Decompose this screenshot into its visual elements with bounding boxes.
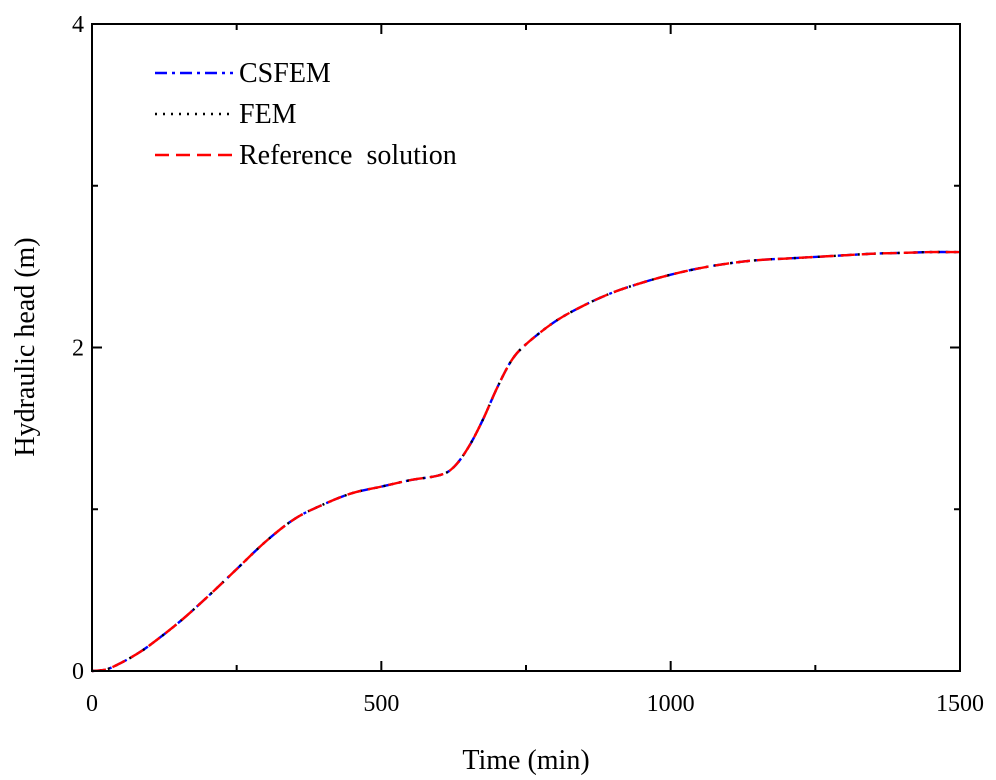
x-tick-label: 1000 [647, 691, 695, 717]
legend-item-0: CSFEM [155, 58, 331, 89]
x-axis-label: Time (min) [462, 745, 589, 776]
legend-label: Reference solution [239, 140, 457, 171]
series-line-0 [91, 250, 961, 673]
series-line-1 [91, 250, 961, 673]
legend-label: FEM [239, 99, 297, 130]
axis-ticks [91, 23, 961, 672]
y-axis-label: Hydraulic head (m) [10, 237, 41, 456]
legend-item-1: FEM [155, 99, 297, 130]
plot-area-frame [91, 23, 961, 672]
x-tick-label: 0 [86, 691, 98, 717]
axis-tick-labels: 0 500 1000 1500 0 2 4 [72, 12, 984, 717]
series-line-2 [91, 250, 961, 673]
x-tick-label: 500 [363, 691, 399, 717]
y-tick-label: 4 [72, 12, 84, 38]
x-tick-label: 1500 [936, 691, 984, 717]
legend: CSFEM FEM Reference solution [155, 58, 457, 171]
legend-item-2: Reference solution [155, 140, 457, 171]
y-tick-label: 2 [72, 336, 84, 362]
plot-lines [91, 250, 961, 673]
legend-label: CSFEM [239, 58, 331, 89]
y-tick-label: 0 [72, 659, 84, 685]
